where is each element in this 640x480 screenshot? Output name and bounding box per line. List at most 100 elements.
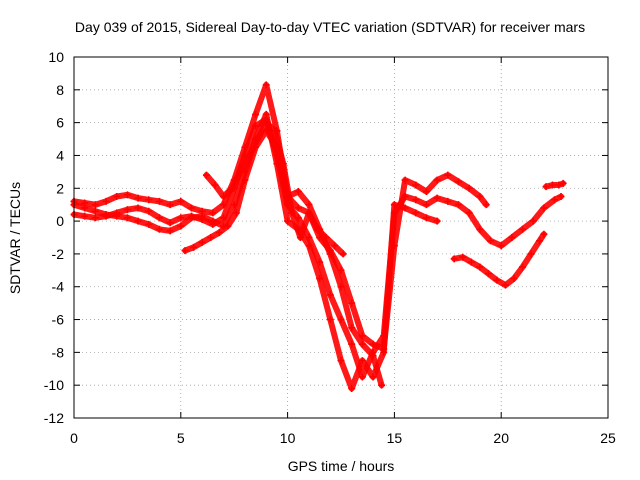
data-point [155,197,163,205]
data-point [220,192,228,200]
data-point [337,357,345,365]
data-point [542,183,550,191]
data-point [337,316,345,324]
data-point [527,250,535,258]
data-point [113,212,121,220]
y-tick-label: -4 [52,279,65,295]
data-point [134,204,142,212]
data-point [454,201,462,209]
data-point [454,178,462,186]
data-point [551,196,559,204]
data-point [155,214,163,222]
data-point [348,384,356,392]
data-point [501,281,509,289]
x-tick-label: 0 [70,430,78,446]
data-point [181,247,189,255]
data-point [305,209,313,217]
data-point [177,214,185,222]
data-point [177,197,185,205]
data-point [326,316,334,324]
data-point [245,151,253,159]
y-tick-label: 10 [48,49,64,65]
data-point [102,197,110,205]
data-point [198,238,206,246]
data-point [211,181,219,189]
data-point [224,222,232,230]
data-point [202,171,210,179]
data-point [476,263,484,271]
data-point [337,283,345,291]
data-point [262,119,270,127]
data-point [519,263,527,271]
data-point [262,81,270,89]
data-point [378,381,386,389]
data-point [296,234,304,241]
y-tick-label: 8 [56,82,64,98]
data-point [215,229,223,237]
data-point [422,201,430,209]
data-point [433,217,441,225]
y-tick-label: -10 [44,377,64,393]
data-point [555,181,563,189]
data-point [482,201,490,209]
data-point [557,192,565,200]
data-point [81,204,89,212]
data-point [322,234,330,241]
data-point [450,255,458,263]
data-point [348,340,356,348]
chart-title: Day 039 of 2015, Sidereal Day-to-day VTE… [75,19,585,35]
x-tick-label: 25 [600,430,616,446]
data-point [540,230,548,238]
data-point [493,276,501,284]
y-tick-label: 6 [56,115,64,131]
data-point [187,214,195,222]
data-point [241,176,249,184]
data-point [529,217,537,225]
data-point [123,206,131,214]
data-point [166,201,174,209]
data-point [252,110,260,118]
y-tick-label: 0 [56,213,64,229]
data-point [207,234,215,241]
data-point [422,214,430,222]
series-layer [70,81,567,392]
data-point [209,209,217,217]
data-point [284,217,292,225]
y-tick-label: -6 [52,312,65,328]
data-point [401,176,409,184]
data-point [262,110,270,118]
data-point [358,373,366,381]
data-point [369,373,377,381]
data-point [487,237,495,245]
data-point [540,204,548,212]
y-tick-label: 2 [56,180,64,196]
data-point [465,184,473,192]
data-point [326,291,334,299]
data-point [548,181,556,189]
data-point [102,211,110,219]
data-point [348,324,356,332]
data-point [145,196,153,204]
data-point [358,357,366,365]
data-point [237,168,245,176]
data-point [177,222,185,230]
data-point [155,225,163,233]
data-point [390,201,398,209]
data-point [519,225,527,233]
data-point [145,220,153,228]
data-point [412,209,420,217]
data-point [444,197,452,205]
data-point [81,212,89,220]
data-point [123,214,131,222]
data-point [459,253,467,261]
data-point [348,299,356,307]
data-point [198,212,206,220]
data-point [326,250,334,258]
x-axis-label: GPS time / hours [288,458,395,474]
data-point [467,258,475,266]
data-point [401,204,409,212]
data-point [252,122,260,130]
data-point [294,188,302,196]
data-point [187,204,195,212]
